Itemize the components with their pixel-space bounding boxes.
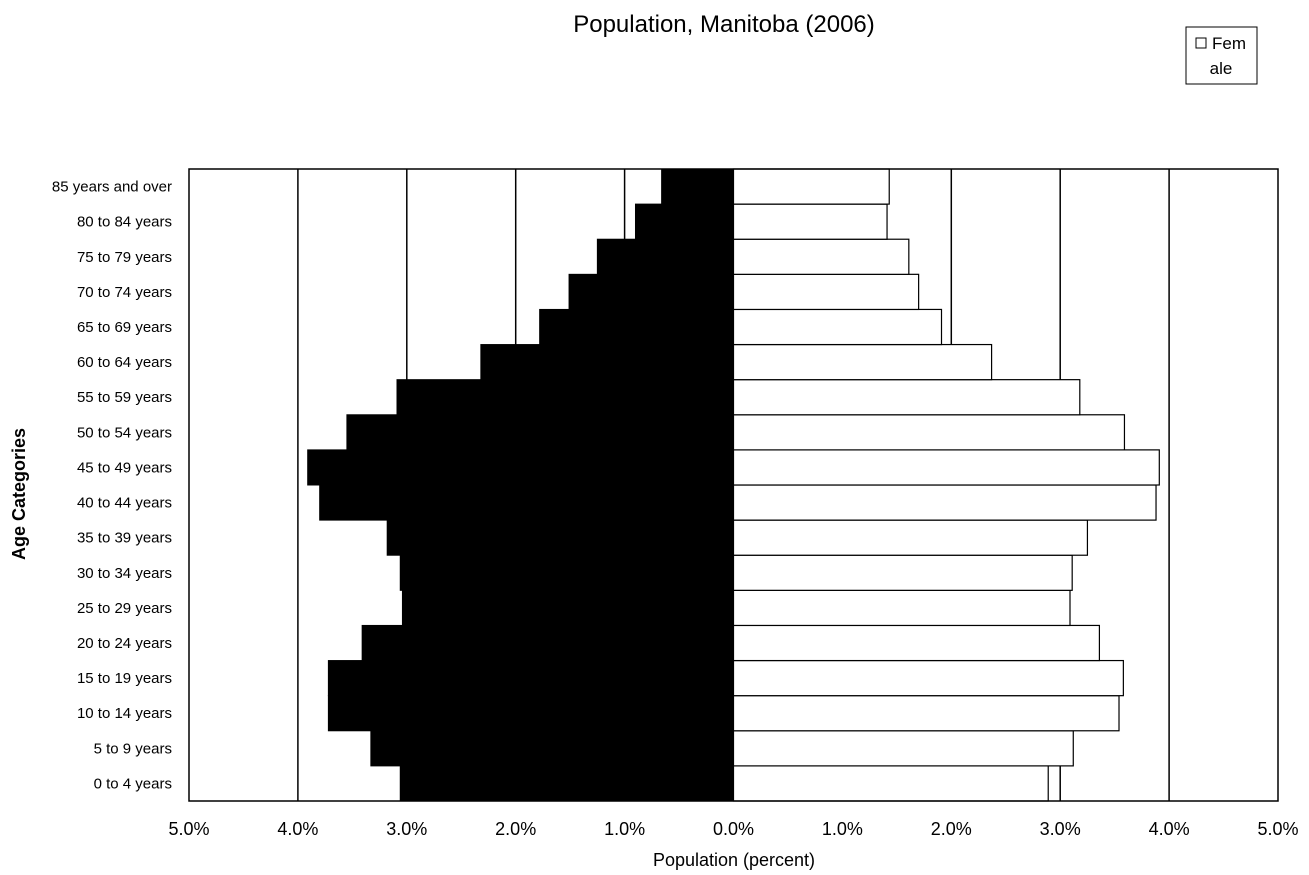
bar-female-0	[732, 765, 1049, 802]
bar-female-4	[732, 624, 1101, 662]
bar-left-15	[596, 238, 734, 275]
category-label: 30 to 34 years	[77, 565, 172, 582]
plot-area-border	[188, 168, 1279, 802]
bar-female-8	[732, 484, 1157, 521]
bar-left-9	[307, 449, 734, 486]
chart-title: Population, Manitoba (2006)	[573, 11, 875, 38]
bar-left-13	[539, 308, 735, 346]
bar-female-14	[732, 273, 920, 311]
legend-swatch-female	[1195, 37, 1207, 49]
category-label: 5 to 9 years	[94, 740, 172, 757]
bar-female-9	[732, 449, 1160, 486]
x-tick-label: 2.0%	[931, 819, 972, 839]
bar-left-1	[370, 730, 734, 767]
bar-left-8	[319, 484, 734, 521]
category-label: 50 to 54 years	[77, 424, 172, 441]
x-tick-label: 3.0%	[1040, 819, 1081, 839]
bar-left-10	[346, 414, 734, 451]
bar-left-11	[396, 379, 734, 416]
bar-left-7	[386, 519, 734, 556]
legend-label-line1: Fem	[1212, 34, 1246, 53]
bar-left-6	[399, 554, 734, 591]
bar-female-1	[732, 730, 1074, 767]
category-label: 80 to 84 years	[77, 214, 172, 231]
bar-left-0	[399, 765, 734, 802]
bar-left-16	[634, 203, 734, 240]
x-axis-title: Population (percent)	[653, 850, 815, 870]
bar-female-17	[732, 168, 890, 205]
legend: Fem ale	[1185, 26, 1258, 85]
x-tick-label: 5.0%	[168, 819, 209, 839]
category-label: 45 to 49 years	[77, 459, 172, 476]
category-label: 20 to 24 years	[77, 635, 172, 652]
bar-female-10	[732, 414, 1126, 451]
bar-female-7	[732, 519, 1089, 556]
legend-box	[1185, 26, 1258, 85]
bar-female-6	[732, 554, 1073, 591]
bar-left-2	[327, 695, 734, 732]
x-tick-label: 2.0%	[495, 819, 536, 839]
category-label: 15 to 19 years	[77, 670, 172, 687]
x-tick-label: 4.0%	[1149, 819, 1190, 839]
y-axis-title: Age Categories	[9, 428, 29, 560]
bar-female-16	[732, 203, 888, 240]
x-tick-labels: 5.0% 4.0% 3.0% 2.0% 1.0% 0.0% 1.0% 2.0% 3.0% 4.0%…	[168, 819, 1298, 839]
x-tick-label: 4.0%	[277, 819, 318, 839]
category-label: 40 to 44 years	[77, 495, 172, 512]
bar-left-5	[401, 589, 734, 626]
bar-female-11	[732, 379, 1081, 416]
bar-left-14	[568, 273, 734, 310]
category-label: 25 to 29 years	[77, 600, 172, 617]
category-label: 60 to 64 years	[77, 354, 172, 371]
category-label: 10 to 14 years	[77, 705, 172, 722]
x-tick-label: 1.0%	[604, 819, 645, 839]
bar-left-4	[361, 624, 734, 662]
x-tick-label: 1.0%	[822, 819, 863, 839]
bar-female-5	[732, 589, 1071, 627]
x-tick-label: 3.0%	[386, 819, 427, 839]
category-label: 85 years and over	[52, 179, 172, 196]
category-label: 65 to 69 years	[77, 319, 172, 336]
bar-left-12	[480, 344, 734, 381]
bar-female-3	[732, 659, 1124, 697]
bar-left-17	[661, 168, 734, 205]
bar-female-12	[732, 343, 993, 381]
bar-female-15	[732, 238, 910, 275]
bar-left-3	[327, 660, 734, 697]
category-labels: 0 to 4 years 5 to 9 years 10 to 14 years 15…	[52, 179, 172, 793]
legend-label-line2: ale	[1210, 59, 1233, 78]
bars	[307, 168, 1160, 802]
x-tick-label: 0.0%	[713, 819, 754, 839]
category-label: 55 to 59 years	[77, 389, 172, 406]
category-label: 35 to 39 years	[77, 530, 172, 547]
category-label: 0 to 4 years	[94, 775, 172, 792]
bar-female-13	[732, 308, 943, 346]
bar-female-2	[732, 695, 1120, 732]
x-tick-label: 5.0%	[1257, 819, 1298, 839]
category-label: 70 to 74 years	[77, 284, 172, 301]
category-label: 75 to 79 years	[77, 249, 172, 266]
